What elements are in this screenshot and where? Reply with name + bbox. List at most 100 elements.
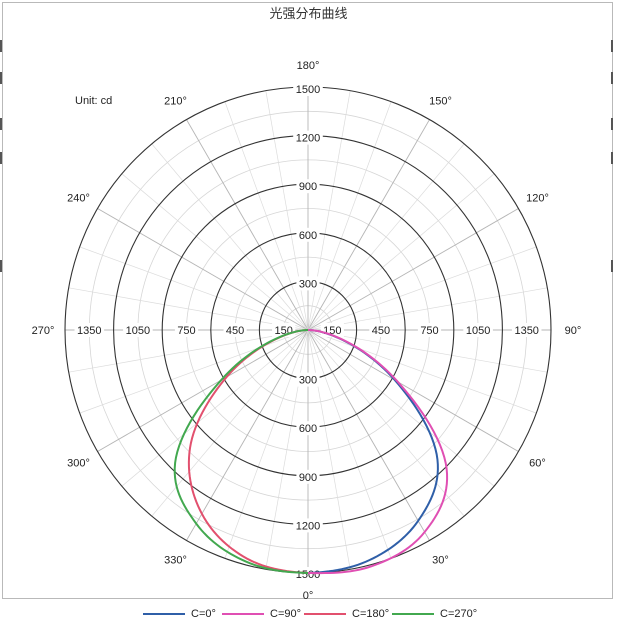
minor-spoke [224, 101, 309, 331]
tick-label-bg [296, 276, 320, 291]
frame-mark [0, 260, 2, 272]
tick-label-right: 1350 [514, 325, 538, 337]
tick-label-left: 750 [177, 325, 195, 337]
minor-spoke [307, 329, 548, 373]
minor-spoke [307, 287, 548, 331]
tick-label-bg [296, 469, 320, 484]
angle-label: 180° [297, 60, 320, 72]
legend-item-c270: C=270° [392, 604, 477, 624]
legend-label: C=90° [270, 608, 302, 620]
minor-spoke [307, 329, 537, 414]
frame-mark [611, 260, 613, 272]
tick-label-right: 750 [420, 325, 438, 337]
minor-spoke [307, 173, 495, 331]
angle-label: 90° [565, 325, 582, 337]
frame-mark [611, 152, 613, 164]
major-spoke [307, 208, 519, 331]
minor-spoke [307, 246, 537, 331]
tick-label-left: 450 [226, 325, 244, 337]
tick-label-bg [293, 82, 323, 96]
angle-label: 60° [529, 458, 546, 470]
legend-swatch [222, 613, 264, 615]
legend-label: C=0° [191, 608, 216, 620]
angle-label: 210° [164, 96, 187, 108]
legend-label: C=180° [352, 608, 390, 620]
frame-mark [0, 40, 2, 52]
major-spoke [97, 208, 309, 331]
tick-label-down: 1200 [296, 520, 320, 532]
tick-label-up: 1500 [296, 84, 320, 96]
minor-spoke [151, 143, 309, 331]
tick-label-up: 1200 [296, 133, 320, 145]
legend-swatch [392, 613, 434, 615]
angle-label: 120° [526, 193, 549, 205]
minor-spoke [68, 287, 309, 331]
tick-label-down: 900 [299, 472, 317, 484]
legend-label: C=270° [440, 608, 478, 620]
tick-label-bg [417, 323, 442, 337]
tick-label-up: 300 [299, 278, 317, 290]
series-line-270 [173, 329, 309, 574]
major-spoke [186, 329, 309, 541]
tick-label-bg [463, 323, 493, 337]
tick-label-bg [223, 323, 247, 337]
legend-swatch [304, 613, 346, 615]
minor-spoke [307, 329, 392, 559]
tick-label-left: 1050 [126, 325, 150, 337]
tick-label-bg [296, 372, 320, 387]
major-spoke [97, 329, 309, 452]
frame-mark [611, 72, 613, 84]
minor-spoke [79, 329, 309, 414]
minor-spoke [68, 329, 309, 373]
minor-spoke [121, 173, 309, 331]
frame-mark [611, 40, 613, 52]
chart-title: 光强分布曲线 [269, 7, 348, 22]
minor-spoke [307, 101, 392, 331]
tick-label-right: 450 [372, 325, 390, 337]
minor-spoke [265, 329, 309, 570]
frame-mark [0, 152, 2, 164]
polar-chart: 180° 150° 120° 90° 60° 30° 0° 330° 300° 270° 240° 2… [32, 60, 582, 600]
tick-label-bg [123, 323, 153, 337]
series-line-0 [307, 329, 439, 574]
tick-label-down: 300 [299, 375, 317, 387]
tick-label-bg [293, 518, 323, 533]
major-spoke [186, 119, 309, 331]
tick-label-down: 600 [299, 423, 317, 435]
minor-spoke [307, 143, 465, 331]
minor-spoke [307, 329, 495, 487]
legend-item-c180: C=180° [304, 604, 389, 624]
tick-label-bg [174, 323, 199, 337]
tick-label-bg [511, 323, 542, 337]
tick-label-left: 1350 [77, 325, 101, 337]
chart-frame [2, 2, 613, 599]
legend: C=0° C=90° C=180° C=270° [0, 604, 617, 624]
angle-label: 330° [164, 554, 187, 566]
angle-label: 240° [67, 193, 90, 205]
major-spoke [307, 329, 519, 452]
tick-label-bg [293, 130, 323, 145]
tick-label-right: 1050 [466, 325, 490, 337]
tick-label-bg [296, 179, 320, 194]
legend-swatch [143, 613, 185, 615]
series-line-90 [307, 329, 449, 575]
minor-spoke [151, 329, 309, 517]
angle-label: 150° [429, 96, 452, 108]
minor-spoke [307, 329, 351, 570]
frame-mark [0, 72, 2, 84]
minor-spoke [121, 329, 309, 487]
angle-label: 270° [32, 325, 55, 337]
tick-label-down: 1500 [296, 569, 320, 581]
major-spoke [307, 119, 430, 331]
unit-label: Unit: cd [75, 95, 113, 107]
major-spoke [307, 329, 430, 541]
tick-label-bg [296, 227, 320, 242]
frame-mark [611, 118, 613, 130]
minor-spoke [224, 329, 309, 559]
tick-label-bg [296, 421, 320, 436]
legend-item-c0: C=0° [143, 604, 216, 624]
tick-label-bg [74, 323, 105, 337]
tick-label-bg [369, 323, 393, 337]
angle-label: 0° [303, 590, 314, 600]
frame-mark [0, 118, 2, 130]
